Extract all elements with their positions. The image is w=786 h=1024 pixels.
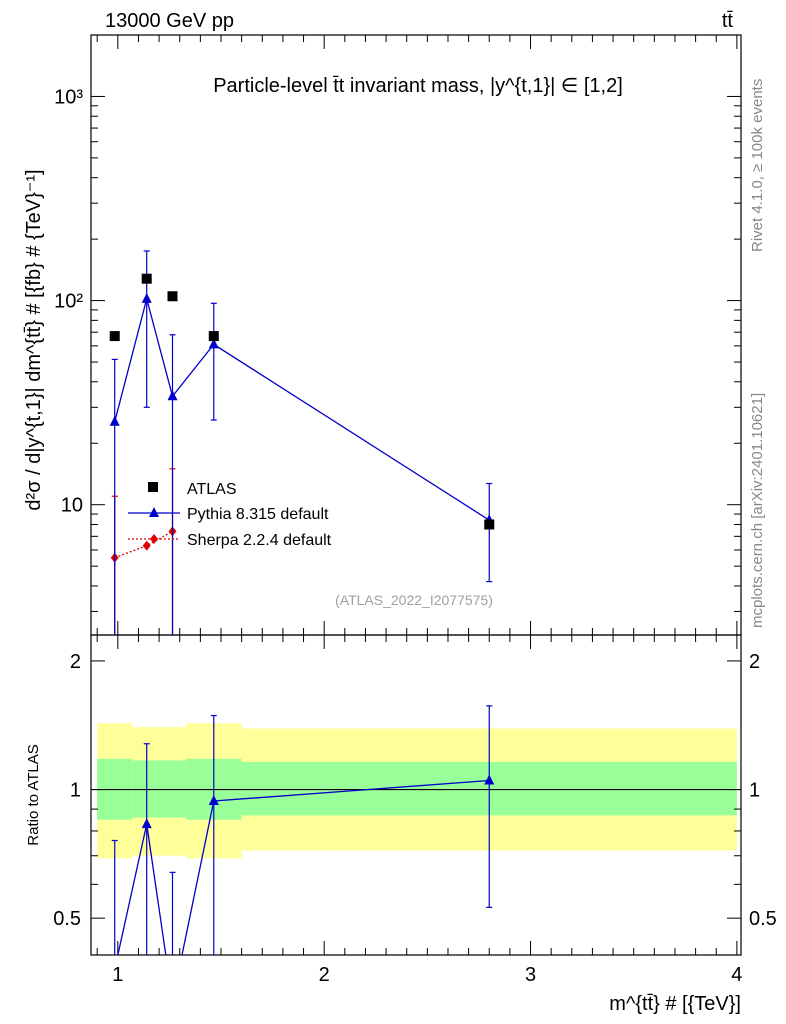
- sherpa-line: [114, 530, 173, 559]
- atlas-point: [484, 519, 495, 530]
- atlas-point: [109, 331, 120, 342]
- legend-atlas-label: ATLAS: [187, 481, 237, 498]
- ratio-y-tick-label-left: 0.5: [53, 908, 81, 930]
- legend-atlas-marker: [148, 482, 158, 492]
- main-y-axis-label: d²σ / d|y^{t,1}| dm^{tt̄} # [{fb} # {TeV…: [23, 169, 45, 510]
- x-tick-label: 4: [731, 964, 742, 986]
- legend-sherpa-marker: [150, 534, 158, 544]
- ratio-y-tick-label-right: 0.5: [749, 908, 777, 930]
- main-y-tick-label: 10²: [54, 291, 83, 313]
- x-tick-label: 1: [112, 964, 123, 986]
- ratio-pythia-point: [208, 795, 219, 806]
- ratio-bands: [91, 723, 741, 859]
- legend-pythia-marker: [149, 507, 159, 517]
- ratio-pythia-point: [484, 774, 495, 785]
- pythia-point: [167, 390, 178, 401]
- main-y-tick-label: 10: [61, 495, 83, 517]
- watermark: (ATLAS_2022_I2077575): [335, 592, 493, 608]
- x-tick-label: 2: [319, 964, 330, 986]
- ratio-y-axis-label: Ratio to ATLAS: [25, 744, 42, 845]
- axis-ticks: [91, 34, 741, 955]
- chart-title: Particle-level t̄t invariant mass, |y^{t…: [213, 75, 623, 97]
- tick-labels: 10 10² 10³ 1 2 3 4 0.5 0.5 1 1 2 2: [53, 86, 777, 986]
- main-data-layer: [109, 250, 495, 635]
- x-axis-label: m^{tt̄} # [{TeV}]: [609, 993, 741, 1015]
- header-left: 13000 GeV pp: [105, 10, 234, 32]
- atlas-point: [208, 331, 219, 342]
- pythia-point: [141, 292, 152, 303]
- atlas-point: [167, 291, 178, 302]
- ratio-data-layer: [111, 705, 495, 955]
- ratio-y-tick-label-right: 2: [749, 651, 760, 673]
- legend-sherpa-label: Sherpa 2.2.4 default: [187, 532, 332, 549]
- ratio-panel-frame: [90, 634, 742, 956]
- main-y-tick-label: 10³: [54, 86, 83, 108]
- ratio-y-tick-label-right: 1: [749, 780, 760, 802]
- legend-pythia-label: Pythia 8.315 default: [187, 506, 329, 523]
- side-label-top: Rivet 4.1.0, ≥ 100k events: [749, 79, 766, 252]
- sherpa-point: [142, 540, 151, 551]
- legend: ATLAS Pythia 8.315 default Sherpa 2.2.4 …: [128, 481, 332, 549]
- ratio-y-tick-label-left: 2: [70, 651, 81, 673]
- atlas-point: [141, 273, 152, 284]
- ratio-pythia-point: [141, 818, 152, 829]
- pythia-point: [208, 338, 219, 349]
- ratio-y-tick-label-left: 1: [70, 780, 81, 802]
- header-right: tt̄: [722, 10, 734, 32]
- pythia-point: [109, 415, 120, 426]
- ratio-pythia-line: [117, 779, 490, 955]
- side-label-bottom: mcplots.cern.ch [arXiv:2401.10621]: [749, 393, 766, 628]
- x-tick-label: 3: [525, 964, 536, 986]
